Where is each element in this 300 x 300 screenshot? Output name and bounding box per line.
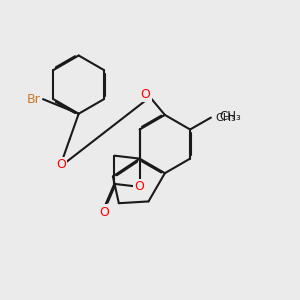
Text: O: O: [141, 88, 151, 100]
Text: CH₃: CH₃: [215, 112, 236, 123]
Text: O: O: [56, 158, 66, 171]
Text: O: O: [99, 206, 109, 219]
Text: O: O: [135, 180, 145, 194]
Text: Br: Br: [26, 93, 40, 106]
Text: CH₃: CH₃: [220, 110, 242, 123]
